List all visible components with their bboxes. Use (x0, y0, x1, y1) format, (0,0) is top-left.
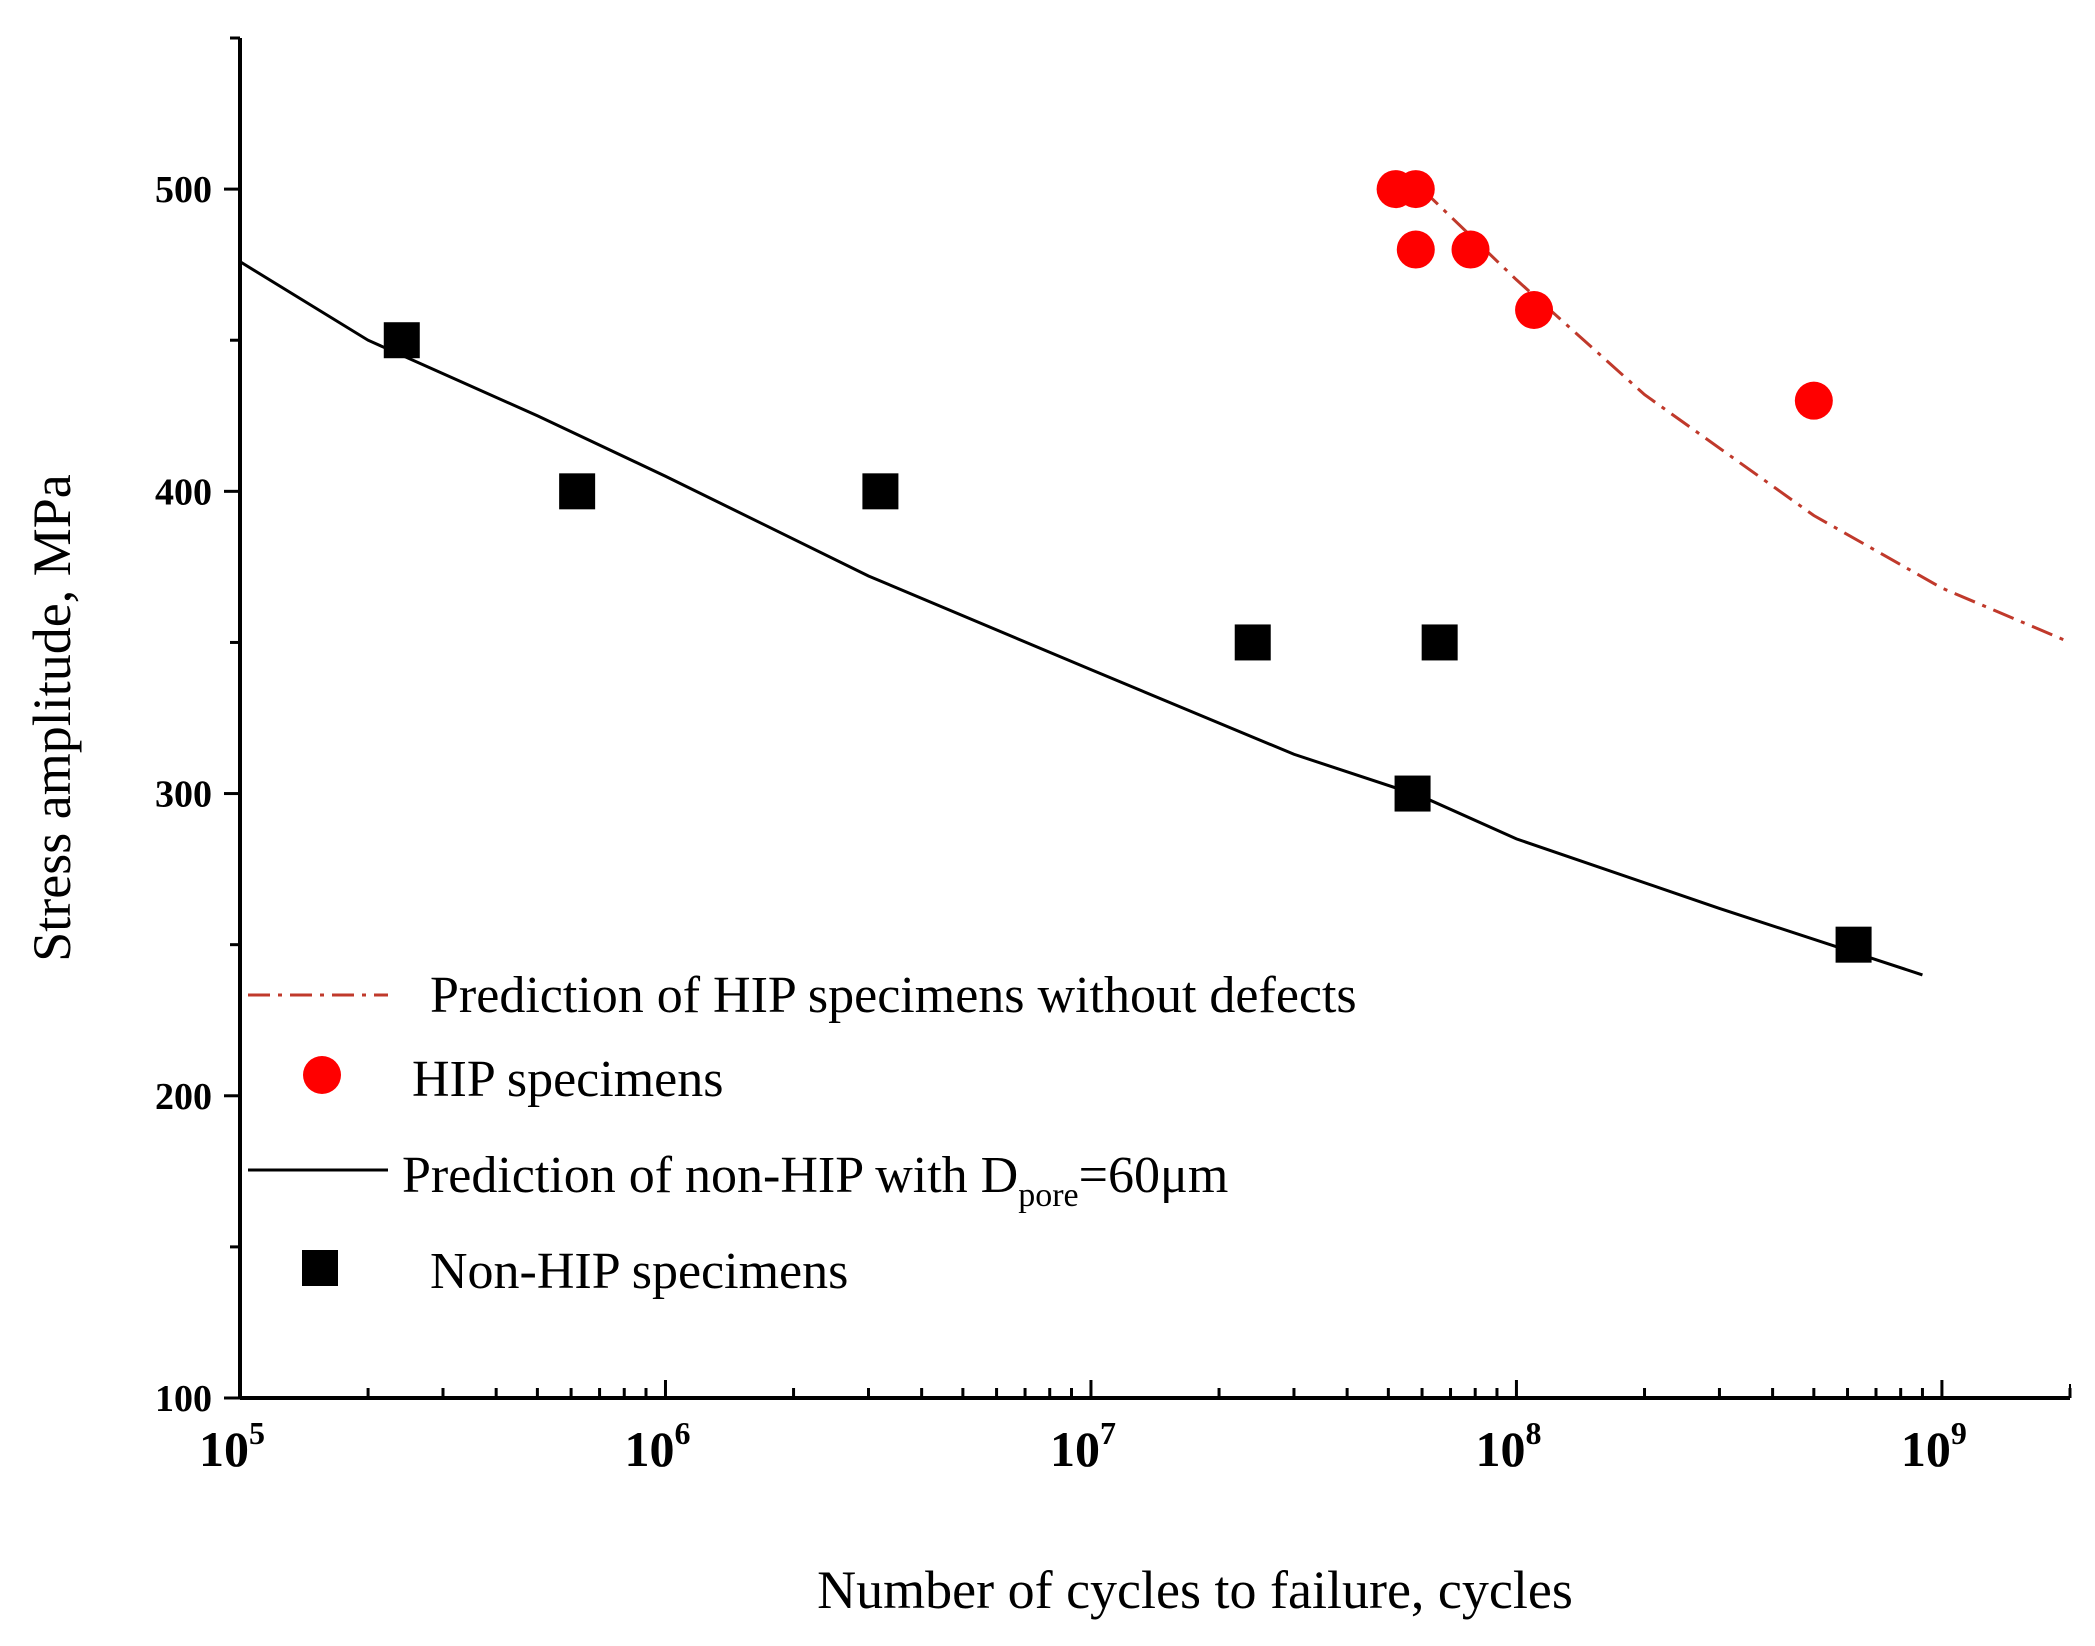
x-tick-exponent: 6 (674, 1415, 690, 1451)
x-tick-label: 109 (1901, 1415, 1967, 1477)
legend-label-main: Prediction of non-HIP with D (402, 1147, 1018, 1204)
x-tick-base: 10 (199, 1421, 249, 1477)
legend-black-square-icon (302, 1250, 338, 1286)
x-tick-base: 10 (624, 1421, 674, 1477)
x-tick-exponent: 9 (1951, 1415, 1967, 1451)
legend-label-subscript: pore (1018, 1177, 1078, 1214)
series-layer (239, 170, 2071, 977)
y-tick-label: 100 (155, 1378, 212, 1420)
legend-item-non-hip-specimens: Non-HIP specimens (302, 1243, 848, 1300)
legend-item-non-hip-prediction: Prediction of non-HIP with Dpore=60μm (248, 1147, 1228, 1214)
x-tick-label: 107 (1050, 1415, 1116, 1477)
y-axis-ticks: 100 200 300 400 500 (155, 36, 240, 1420)
hip-data-point (1396, 230, 1435, 269)
x-tick-exponent: 5 (249, 1415, 265, 1451)
y-axis-title: Stress amplitude, MPa (22, 474, 82, 962)
non-hip-data-point (1835, 926, 1872, 963)
legend-label-hip-specimens: HIP specimens (412, 1051, 723, 1108)
non-hip-data-point (383, 322, 420, 359)
y-tick-label: 400 (155, 471, 212, 513)
hip-data-point (1396, 170, 1435, 209)
legend-label-hip-prediction: Prediction of HIP specimens without defe… (430, 967, 1357, 1024)
y-tick-label: 200 (155, 1076, 212, 1118)
x-tick-exponent: 8 (1525, 1415, 1541, 1451)
legend-item-hip-specimens: HIP specimens (303, 1051, 723, 1108)
x-tick-base: 10 (1475, 1421, 1525, 1477)
hip-prediction-curve (1421, 188, 2071, 644)
legend-label-tail: =60μm (1079, 1147, 1229, 1204)
legend-label-non-hip-prediction: Prediction of non-HIP with Dpore=60μm (402, 1147, 1228, 1214)
non-hip-prediction-curve (239, 260, 1923, 977)
non-hip-data-point (1421, 624, 1458, 661)
x-tick-base: 10 (1050, 1421, 1100, 1477)
x-tick-exponent: 7 (1100, 1415, 1116, 1451)
hip-data-point (1515, 291, 1554, 329)
x-tick-label: 106 (624, 1415, 690, 1477)
legend: Prediction of HIP specimens without defe… (248, 967, 1357, 1300)
x-tick-label: 105 (199, 1415, 265, 1477)
legend-red-circle-icon (303, 1056, 341, 1094)
x-axis-ticks: 105 106 107 108 109 (199, 1380, 2072, 1477)
y-tick-label: 300 (155, 774, 212, 816)
legend-item-hip-prediction: Prediction of HIP specimens without defe… (248, 967, 1357, 1024)
non-hip-data-point (1394, 775, 1431, 812)
legend-label-non-hip-specimens: Non-HIP specimens (430, 1243, 848, 1300)
non-hip-data-point (862, 473, 899, 510)
hip-data-point (1794, 381, 1833, 420)
non-hip-data-point (559, 473, 596, 510)
x-tick-base: 10 (1901, 1421, 1951, 1477)
x-tick-label: 108 (1475, 1415, 1541, 1477)
y-tick-label: 500 (155, 169, 212, 211)
x-axis-title: Number of cycles to failure, cycles (817, 1560, 1573, 1620)
hip-data-point (1451, 230, 1490, 269)
non-hip-data-point (1234, 624, 1271, 661)
